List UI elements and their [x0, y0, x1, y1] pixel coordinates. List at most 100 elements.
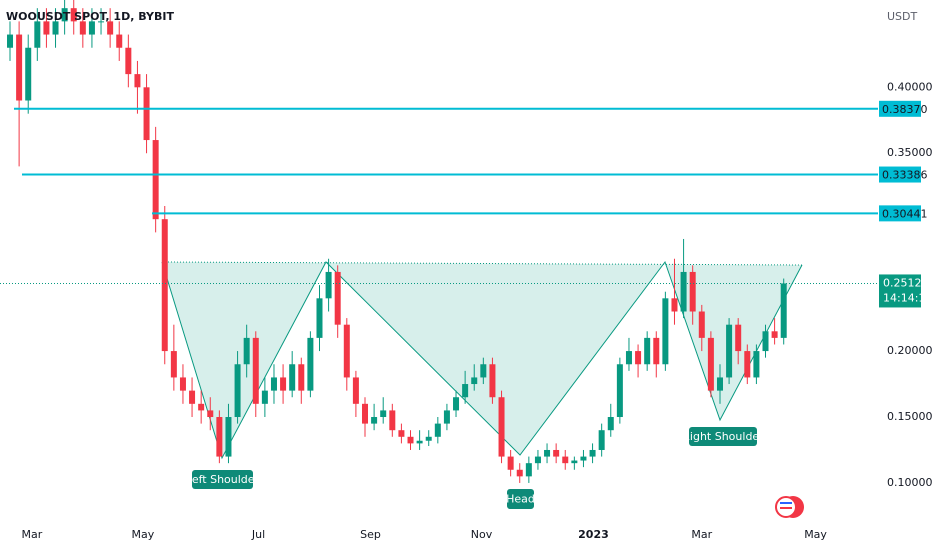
y-tick-label: 0.35000	[887, 146, 932, 159]
candle-body	[735, 324, 742, 352]
candle-body	[261, 390, 268, 404]
y-tick-label: 0.15000	[887, 410, 932, 423]
candle-body	[270, 377, 277, 391]
candle-body	[544, 449, 551, 457]
pattern-fill	[162, 262, 802, 458]
candle-body	[471, 377, 478, 385]
candle-body	[598, 430, 605, 450]
x-tick-label: May	[132, 528, 155, 541]
candle-body	[161, 219, 168, 352]
candles	[7, 0, 787, 483]
annotation: Left Shoulder	[186, 473, 260, 486]
candle-body	[152, 140, 159, 220]
x-tick-label: Mar	[691, 528, 712, 541]
candle-body	[753, 351, 760, 378]
y-tick-label: 0.20000	[887, 344, 932, 357]
candle-body	[343, 324, 350, 378]
candle-body	[762, 331, 769, 352]
candle-body	[170, 351, 177, 378]
candle-body	[425, 436, 432, 441]
candle-body	[280, 377, 287, 391]
candle-body	[780, 283, 787, 338]
candle-body	[325, 271, 332, 299]
candle-body	[489, 364, 496, 398]
level-label-box	[879, 166, 921, 183]
candle-body	[116, 34, 123, 48]
candle-body	[771, 331, 778, 338]
candle-body	[79, 21, 86, 35]
candle-body	[125, 47, 132, 75]
candle-body	[553, 449, 560, 457]
candle-body	[234, 364, 241, 418]
candle-body	[316, 298, 323, 338]
candle-body	[726, 324, 733, 378]
pattern-outline	[161, 260, 803, 460]
candle-body	[689, 271, 696, 312]
x-tick-label: Jul	[251, 528, 265, 541]
candle-body	[362, 403, 369, 424]
candle-body	[179, 377, 186, 391]
candle-body	[443, 410, 450, 424]
candle-body	[389, 410, 396, 431]
candle-body	[480, 364, 487, 378]
candle-body	[352, 377, 359, 404]
candle-body	[198, 403, 205, 411]
candle-body	[644, 337, 651, 365]
last-price-box	[879, 274, 921, 308]
x-tick-label: 2023	[578, 528, 609, 541]
candle-body	[707, 337, 714, 391]
x-tick-label: Nov	[471, 528, 493, 541]
candle-body	[607, 417, 614, 431]
candle-body	[225, 417, 232, 457]
candle-body	[525, 463, 532, 477]
candle-body	[589, 449, 596, 457]
annotation-box	[507, 489, 534, 509]
candle-body	[625, 351, 632, 365]
level-label: 0.38370	[882, 103, 928, 116]
candle-body	[407, 436, 414, 444]
candle-body	[398, 430, 405, 437]
annotation-box	[192, 470, 253, 489]
y-tick-label: 0.40000	[887, 80, 932, 93]
candle-body	[562, 456, 569, 464]
candle-body	[653, 337, 660, 365]
y-axis-label: USDT	[887, 10, 918, 23]
candle-body	[662, 298, 669, 365]
candle-body	[507, 456, 514, 470]
candle-body	[134, 74, 141, 88]
candle-body	[680, 271, 687, 312]
candle-body	[580, 456, 587, 461]
candle-body	[616, 364, 623, 418]
candle-body	[716, 377, 723, 391]
level-label: 0.30441	[882, 207, 928, 220]
last-price-label: 0.25127	[883, 276, 929, 289]
candle-body	[189, 390, 196, 404]
candle-body	[207, 410, 214, 418]
candle-body	[243, 337, 250, 365]
candle-body	[744, 351, 751, 378]
candle-body	[289, 364, 296, 391]
candle-body	[43, 21, 50, 35]
candle-body	[498, 397, 505, 457]
candle-body	[70, 8, 77, 22]
candle-body	[34, 21, 41, 48]
level-label-box	[879, 100, 921, 117]
x-tick-label: May	[804, 528, 827, 541]
annotation: Head	[506, 493, 535, 506]
candle-body	[635, 351, 642, 365]
candle-body	[298, 364, 305, 391]
y-tick-label: 0.10000	[887, 476, 932, 489]
candle-body	[371, 417, 378, 424]
candle-body	[534, 456, 541, 464]
candle-body	[52, 21, 59, 35]
candle-body	[61, 8, 68, 22]
candle-body	[698, 311, 705, 338]
candle-body	[98, 21, 105, 23]
candle-body	[88, 21, 95, 35]
candle-body	[107, 21, 114, 35]
level-label-box	[879, 205, 921, 222]
annotation-box	[689, 427, 757, 446]
level-label: 0.33386	[882, 169, 928, 182]
